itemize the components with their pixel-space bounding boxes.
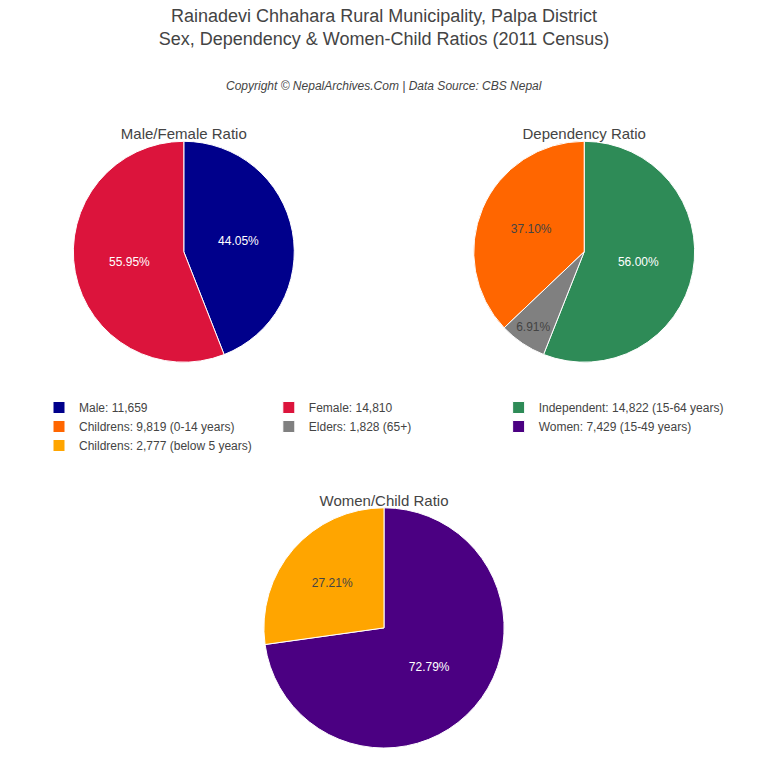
svg-text:37.10%: 37.10% (511, 222, 552, 236)
svg-text:Childrens: 2,777 (below 5 year: Childrens: 2,777 (below 5 years) (79, 439, 252, 453)
svg-text:27.21%: 27.21% (312, 576, 353, 590)
svg-text:Women: 7,429 (15-49 years): Women: 7,429 (15-49 years) (539, 420, 692, 434)
svg-text:Elders: 1,828 (65+): Elders: 1,828 (65+) (309, 420, 411, 434)
svg-text:Childrens: 9,819 (0-14 years): Childrens: 9,819 (0-14 years) (79, 420, 234, 434)
svg-text:Independent: 14,822 (15-64 yea: Independent: 14,822 (15-64 years) (539, 401, 724, 415)
svg-text:56.00%: 56.00% (618, 255, 659, 269)
svg-text:Female: 14,810: Female: 14,810 (309, 401, 393, 415)
svg-text:Rainadevi Chhahara Rural Munic: Rainadevi Chhahara Rural Municipality, P… (159, 6, 610, 49)
svg-text:55.95%: 55.95% (109, 255, 150, 269)
svg-text:Women/Child Ratio: Women/Child Ratio (320, 492, 449, 509)
svg-text:44.05%: 44.05% (218, 234, 259, 248)
svg-text:Dependency Ratio: Dependency Ratio (522, 125, 645, 142)
svg-text:Copyright © NepalArchives.Com: Copyright © NepalArchives.Com | Data Sou… (226, 79, 542, 93)
svg-text:Male: 11,659: Male: 11,659 (79, 401, 148, 415)
svg-text:6.91%: 6.91% (516, 320, 550, 334)
svg-text:72.79%: 72.79% (409, 660, 450, 674)
svg-text:Male/Female Ratio: Male/Female Ratio (121, 125, 247, 142)
